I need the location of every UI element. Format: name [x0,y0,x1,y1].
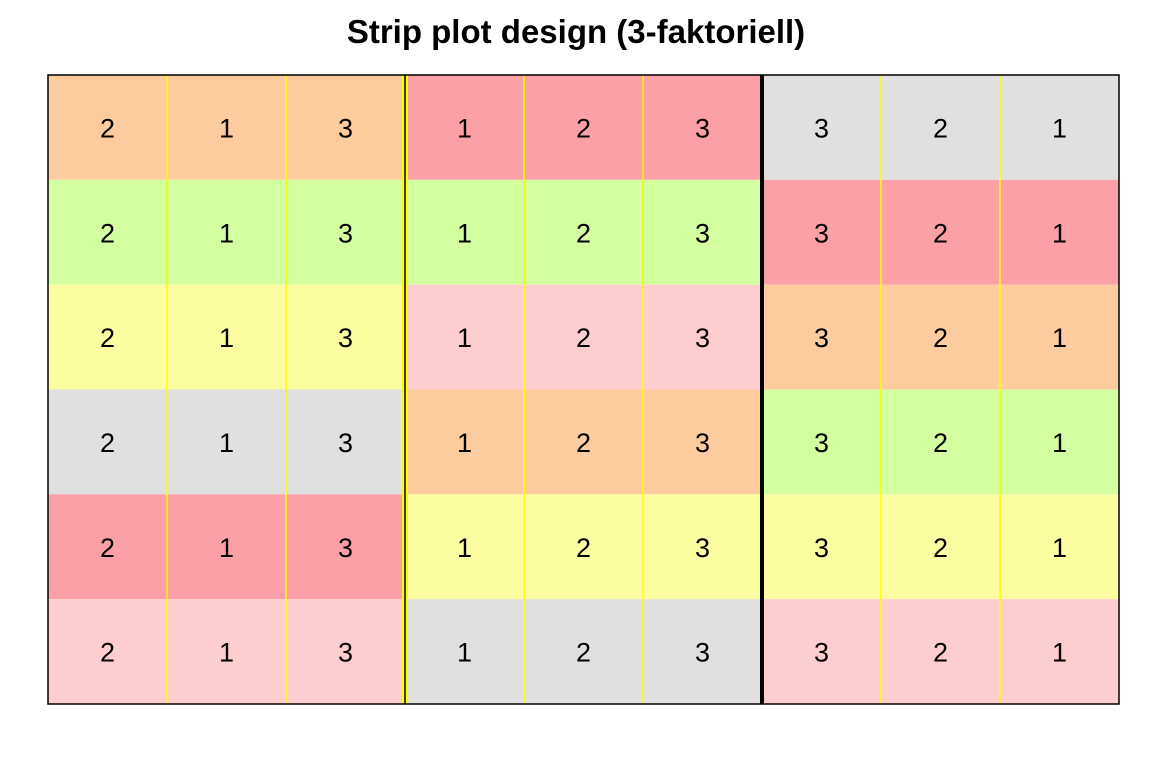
cell-label: 1 [457,323,472,353]
plot-cell [405,494,762,600]
cell-label: 1 [1052,113,1067,143]
cell-label: 3 [338,428,353,458]
block-dividers [404,75,764,704]
cell-label: 3 [338,218,353,248]
cell-label: 2 [933,533,948,563]
cell-label: 3 [338,323,353,353]
cell-label: 2 [933,218,948,248]
cell-label: 3 [338,113,353,143]
plot-cell [762,179,1119,285]
plot-cell [762,599,1119,704]
cell-label: 2 [576,218,591,248]
cell-label: 1 [457,533,472,563]
cell-label: 1 [1052,323,1067,353]
plot-cells [48,75,1119,704]
plot-cell [405,284,762,390]
plot-cell [48,284,405,390]
cell-label: 3 [814,638,829,668]
cell-label: 3 [338,638,353,668]
cell-label: 2 [100,323,115,353]
cell-label: 3 [695,323,710,353]
cell-label: 1 [219,428,234,458]
cell-label: 1 [457,428,472,458]
plot-cell [762,75,1119,180]
cell-label: 2 [100,428,115,458]
cell-label: 2 [933,113,948,143]
cell-label: 2 [576,428,591,458]
cell-label: 1 [219,113,234,143]
plot-cell [405,389,762,495]
cell-label: 1 [457,638,472,668]
cell-label: 2 [933,323,948,353]
cell-label: 1 [219,218,234,248]
cell-label: 1 [219,323,234,353]
cell-labels: 2 1 3 1 2 3 3 2 1 2 1 3 1 2 3 3 2 1 2 1 3 1 2 3 3 2 1 2 1 3 1 2 3 3 2 1 2 1 3 1… [100,113,1067,667]
cell-label: 2 [100,113,115,143]
cell-label: 3 [338,533,353,563]
cell-label: 3 [814,428,829,458]
plot-cell [405,75,762,180]
cell-label: 1 [1052,428,1067,458]
plot-title: Strip plot design (3-faktoriell) [346,13,806,50]
cell-label: 1 [219,533,234,563]
cell-label: 3 [695,218,710,248]
cell-label: 3 [695,428,710,458]
cell-label: 1 [457,218,472,248]
cell-label: 1 [219,638,234,668]
plot-cell [48,389,405,495]
plot-cell [762,284,1119,390]
cell-label: 3 [814,533,829,563]
cell-label: 2 [576,638,591,668]
cell-label: 1 [457,113,472,143]
plot-cell [762,389,1119,495]
cell-label: 2 [100,218,115,248]
cell-label: 2 [576,323,591,353]
cell-label: 2 [933,638,948,668]
plot-cell [762,494,1119,600]
cell-label: 3 [695,533,710,563]
plot-cell [405,599,762,704]
plot-cell [48,75,405,180]
plot-frame [47,74,1120,705]
cell-label: 2 [933,428,948,458]
plot-cell [48,599,405,704]
cell-label: 2 [576,113,591,143]
cell-label: 3 [695,113,710,143]
cell-label: 1 [1052,638,1067,668]
cell-label: 2 [100,638,115,668]
plot-cell [48,494,405,600]
cell-label: 3 [814,323,829,353]
cell-label: 2 [100,533,115,563]
cell-label: 3 [814,218,829,248]
cell-label: 2 [576,533,591,563]
cell-label: 1 [1052,533,1067,563]
cell-label: 3 [814,113,829,143]
plot-cell [405,179,762,285]
cell-label: 1 [1052,218,1067,248]
cell-label: 3 [695,638,710,668]
plot-cell [48,179,405,285]
